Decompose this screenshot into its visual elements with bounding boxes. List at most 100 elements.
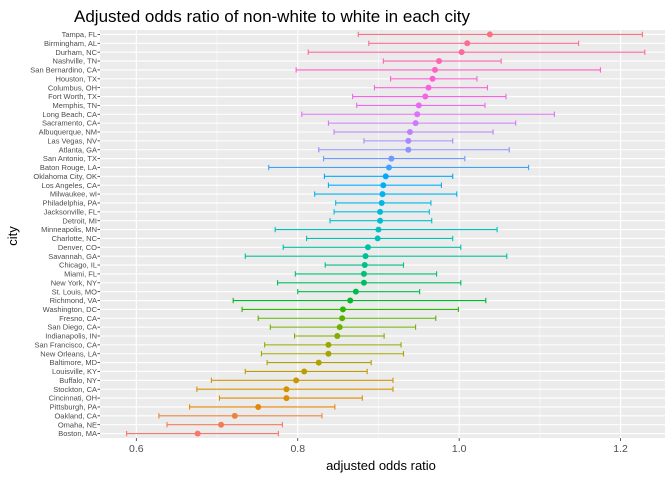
estimate-point <box>405 137 412 144</box>
estimate-point <box>315 359 322 366</box>
y-tick-label: Long Beach, CA <box>42 110 97 119</box>
y-tick-label: Houston, TX <box>55 74 97 83</box>
estimate-point <box>325 341 332 348</box>
y-tick-label: Fort Worth, TX <box>48 92 97 101</box>
estimate-point <box>378 199 385 206</box>
y-tick-label: San Francisco, CA <box>34 340 97 349</box>
y-tick-label: Nashville, TN <box>53 57 97 66</box>
y-tick-label: Memphis, TN <box>53 101 97 110</box>
error-bars <box>126 31 646 437</box>
estimate-point <box>380 182 387 189</box>
estimate-point <box>458 49 465 56</box>
plot-panel <box>100 30 665 438</box>
y-tick-label: Stockton, CA <box>53 385 97 394</box>
estimate-point <box>339 306 346 313</box>
estimate-point <box>334 333 341 339</box>
x-tick-label: 1.2 <box>613 443 628 455</box>
estimate-point <box>364 244 371 251</box>
y-tick-label: Birmingham, AL <box>44 39 97 48</box>
estimate-point <box>375 226 382 233</box>
y-tick-label: Savannah, GA <box>48 252 97 261</box>
y-tick-label: New York, NY <box>51 278 97 287</box>
y-tick-label: St. Louis, MO <box>52 287 98 296</box>
estimate-point <box>385 164 392 171</box>
y-tick-label: Indianapolis, IN <box>45 332 97 341</box>
y-tick-label: Atlanta, GA <box>59 145 97 154</box>
y-axis-title: city <box>5 226 20 246</box>
estimate-point <box>422 93 429 100</box>
y-tick-label: San Bernardino, CA <box>30 66 97 75</box>
estimate-point <box>194 430 201 437</box>
estimate-point <box>339 315 346 322</box>
estimate-point <box>374 235 381 242</box>
y-tick-label: Columbus, OH <box>48 83 97 92</box>
y-tick-label: Charlotte, NC <box>52 234 98 243</box>
y-tick-label: Sacramento, CA <box>42 119 97 128</box>
x-tick-labels: 0.6 0.8 1.0 1.2 <box>129 438 628 455</box>
y-tick-label: Buffalo, NY <box>59 376 97 385</box>
y-tick-label: Las Vegas, NV <box>47 136 97 145</box>
y-tick-label: San Diego, CA <box>47 323 97 332</box>
y-tick-label: Minneapolis, MN <box>41 225 97 234</box>
y-tick-label: Louisville, KY <box>52 367 97 376</box>
y-tick-label: Denver, CO <box>58 243 97 252</box>
y-tick-label: Richmond, VA <box>50 296 97 305</box>
estimate-point <box>352 288 359 295</box>
y-tick-label: Oklahoma City, OK <box>33 172 97 181</box>
x-tick-label: 1.0 <box>452 443 467 455</box>
estimate-point <box>301 368 308 375</box>
estimate-point <box>431 66 438 73</box>
estimate-point <box>388 155 395 162</box>
estimate-point <box>425 84 432 91</box>
estimate-point <box>360 279 367 286</box>
estimate-point <box>436 58 442 65</box>
y-tick-label: New Orleans, LA <box>40 349 97 358</box>
y-tick-label: Milwaukee, wI <box>50 190 97 199</box>
estimate-point <box>231 412 238 419</box>
estimate-point <box>361 262 368 269</box>
estimate-point <box>325 350 332 357</box>
y-tick-label: Cincinnati, OH <box>49 394 97 403</box>
estimate-point <box>336 324 343 331</box>
y-tick-label: Jacksonville, FL <box>44 207 97 216</box>
estimate-point <box>406 129 413 135</box>
x-tick-label: 0.6 <box>129 443 144 455</box>
estimate-point <box>360 270 367 277</box>
estimate-point <box>283 386 290 393</box>
y-tick-label: Miami, FL <box>64 270 97 279</box>
y-tick-label: Oakland, CA <box>54 411 97 420</box>
estimate-points <box>194 31 493 437</box>
y-tick-label: Tampa, FL <box>62 30 97 39</box>
y-tick-label: Boston, MA <box>58 429 97 438</box>
estimate-point <box>377 208 384 215</box>
chart-title: Adjusted odds ratio of non-white to whit… <box>74 7 470 26</box>
estimate-point <box>362 253 369 260</box>
x-tick-label: 0.8 <box>290 443 305 455</box>
y-tick-label: Baltimore, MD <box>49 358 97 367</box>
y-tick-label: Albuquerque, NM <box>39 128 97 137</box>
y-tick-label: Chicago, IL <box>59 261 97 270</box>
estimate-point <box>377 217 384 224</box>
y-tick-label: Washington, DC <box>43 305 98 314</box>
y-tick-label: Baton Rouge, LA <box>40 163 97 172</box>
estimate-point <box>347 297 354 304</box>
y-tick-label: Durham, NC <box>55 48 97 57</box>
estimate-point <box>405 146 412 153</box>
estimate-point <box>255 403 262 410</box>
estimate-point <box>414 111 421 118</box>
y-tick-label: Pittsburgh, PA <box>50 403 97 412</box>
x-axis-title: adjusted odds ratio <box>326 458 436 473</box>
y-tick-label: Detroit, MI <box>62 216 97 225</box>
estimate-point <box>464 40 471 47</box>
estimate-point <box>382 173 389 180</box>
estimate-point <box>486 31 493 38</box>
estimate-point <box>283 395 290 402</box>
estimate-point <box>429 75 436 82</box>
y-tick-label: Los Angeles, CA <box>42 181 97 190</box>
estimate-point <box>218 421 225 428</box>
estimate-point <box>379 191 386 198</box>
y-tick-label: Fresno, CA <box>59 314 97 323</box>
estimate-point <box>415 102 422 109</box>
